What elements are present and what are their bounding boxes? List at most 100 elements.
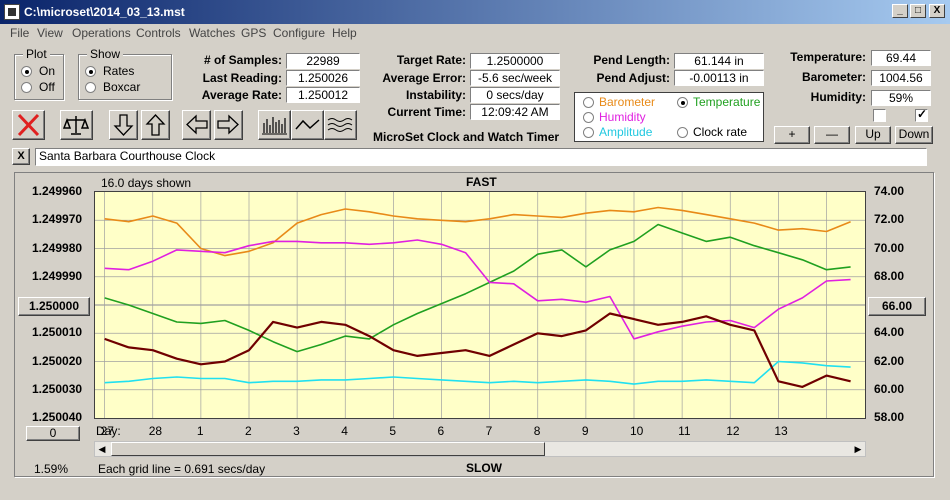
sensor-clock-rate-radio[interactable]	[677, 127, 688, 138]
x-axis-tick-label: 28	[148, 424, 163, 438]
balance-button[interactable]	[60, 110, 93, 140]
right-checkbox[interactable]	[915, 107, 928, 122]
left-checkbox[interactable]	[873, 109, 886, 122]
arrow-right-icon	[217, 114, 239, 135]
sensor-minus-button[interactable]: —	[814, 126, 850, 144]
average-error-label: Average Error:	[382, 71, 466, 85]
line-graph-button[interactable]	[291, 110, 324, 140]
sensor-humidity-radio[interactable]	[583, 112, 594, 123]
scroll-left-arrow-icon[interactable]: ◀	[98, 444, 106, 454]
x-axis-tick-label: 1	[196, 424, 204, 438]
left-axis-tick-label: 1.249980	[32, 240, 83, 255]
show-group-title: Show	[87, 47, 124, 61]
left-axis-tick-label: 1.250040	[32, 410, 83, 424]
menu-watches[interactable]: Watches	[189, 26, 236, 40]
samples-label: # of Samples:	[203, 53, 282, 67]
sensor-down-button[interactable]: Down	[895, 126, 933, 144]
bar-graph-icon	[262, 117, 287, 135]
menu-controls[interactable]: Controls	[136, 26, 181, 40]
sensor-temperature-radio[interactable]	[677, 97, 688, 108]
grid-note-label: Each grid line = 0.691 secs/day	[98, 462, 266, 476]
average-rate-field: 1.250012	[286, 87, 360, 103]
maximize-button[interactable]: □	[910, 4, 926, 18]
scroll-thumb[interactable]	[111, 442, 545, 456]
arrow-down-icon	[113, 114, 134, 136]
right-axis-tick-label: 72.00	[874, 212, 905, 227]
menu-file[interactable]: File	[10, 26, 30, 40]
clear-data-button[interactable]	[12, 110, 45, 140]
sensor-barometer-label: Barometer	[599, 95, 656, 109]
sensor-amplitude-radio[interactable]	[583, 127, 594, 138]
show-boxcar-radio[interactable]	[85, 82, 96, 93]
horizontal-scrollbar[interactable]: ◀ ▶	[94, 441, 866, 457]
left-axis-tick-label: 1.250020	[32, 353, 83, 368]
days-shown-label: 16.0 days shown	[101, 176, 192, 190]
average-error-field: -5.6 sec/week	[470, 70, 560, 86]
arrow-left-icon	[186, 114, 208, 135]
average-rate-label: Average Rate:	[201, 88, 282, 102]
x-axis-tick-label: 10	[630, 424, 644, 438]
wave-graph-button[interactable]	[324, 110, 357, 140]
bar-graph-button[interactable]	[258, 110, 291, 140]
left-axis-tick-label: 1.249960	[32, 184, 83, 198]
right-axis-tick-label: 60.00	[874, 381, 905, 396]
x-axis-title: Day:	[96, 424, 121, 438]
x-axis-tick-label: 13	[774, 424, 788, 438]
clock-name-close-button[interactable]: X	[12, 148, 30, 165]
arrow-right-button[interactable]	[214, 110, 243, 140]
right-axis-tick-label: 70.00	[874, 240, 905, 255]
app-icon	[4, 4, 20, 20]
barometer-field: 1004.56	[871, 70, 931, 86]
x-axis-tick-label: 27	[100, 424, 114, 438]
show-rates-label: Rates	[103, 64, 135, 78]
show-rates-radio[interactable]	[85, 66, 96, 77]
x-axis-tick-label: 6	[437, 424, 445, 438]
menu-gps[interactable]: GPS	[241, 26, 267, 40]
line-graph-icon	[295, 119, 320, 130]
sensor-up-button[interactable]: Up	[855, 126, 891, 144]
red-x-icon	[17, 113, 40, 137]
x-axis-tick-label: 9	[581, 424, 589, 438]
zero-button[interactable]: 0	[26, 426, 80, 441]
clock-name-field[interactable]: Santa Barbara Courthouse Clock	[35, 148, 927, 166]
plot-off-radio[interactable]	[21, 82, 32, 93]
window-title: C:\microset\2014_03_13.mst	[24, 5, 185, 19]
app-caption: MicroSet Clock and Watch Timer	[373, 130, 560, 144]
pend-adjust-field: -0.00113 in	[674, 70, 764, 86]
sensor-temperature-label: Temperature	[693, 95, 761, 109]
rate-chart	[95, 192, 865, 418]
scroll-right-arrow-icon[interactable]: ▶	[854, 444, 862, 454]
x-axis-tick-label: 12	[726, 424, 740, 438]
minimize-button[interactable]: _	[892, 4, 908, 18]
balance-scale-icon	[62, 116, 90, 135]
x-axis-tick-label: 11	[678, 424, 691, 438]
x-axis-tick-label: 7	[485, 424, 493, 438]
last-reading-field: 1.250026	[286, 70, 360, 86]
sensor-amplitude-label: Amplitude	[599, 125, 653, 139]
menu-view[interactable]: View	[37, 26, 63, 40]
arrow-up-button[interactable]	[141, 110, 170, 140]
left-axis-tick-label: 1.250010	[32, 325, 83, 340]
close-button[interactable]: X	[929, 4, 945, 18]
arrow-left-button[interactable]	[182, 110, 211, 140]
arrow-up-icon	[145, 114, 166, 136]
arrow-down-button[interactable]	[109, 110, 138, 140]
menu-operations[interactable]: Operations	[72, 26, 131, 40]
humidity-field: 59%	[871, 90, 931, 106]
series-line-humidity	[104, 239, 851, 340]
chart-frame	[14, 172, 934, 477]
plot-on-radio[interactable]	[21, 66, 32, 77]
center-sensor-button[interactable]: 66.00	[868, 297, 926, 316]
left-axis-tick-label: 1.250030	[32, 381, 83, 396]
current-time-label: Current Time:	[387, 105, 466, 119]
x-axis-tick-label: 4	[341, 424, 348, 438]
left-axis-tick-label: 1.249970	[32, 212, 83, 227]
center-rate-button[interactable]: 1.250000	[18, 297, 90, 316]
menu-configure[interactable]: Configure	[273, 26, 326, 40]
series-line-clock-rate	[104, 312, 851, 388]
pend-adjust-label: Pend Adjust:	[596, 71, 670, 85]
sensor-barometer-radio[interactable]	[583, 97, 594, 108]
menu-help[interactable]: Help	[332, 26, 357, 40]
instability-field: 0 secs/day	[470, 87, 560, 103]
sensor-plus-button[interactable]: +	[774, 126, 810, 144]
